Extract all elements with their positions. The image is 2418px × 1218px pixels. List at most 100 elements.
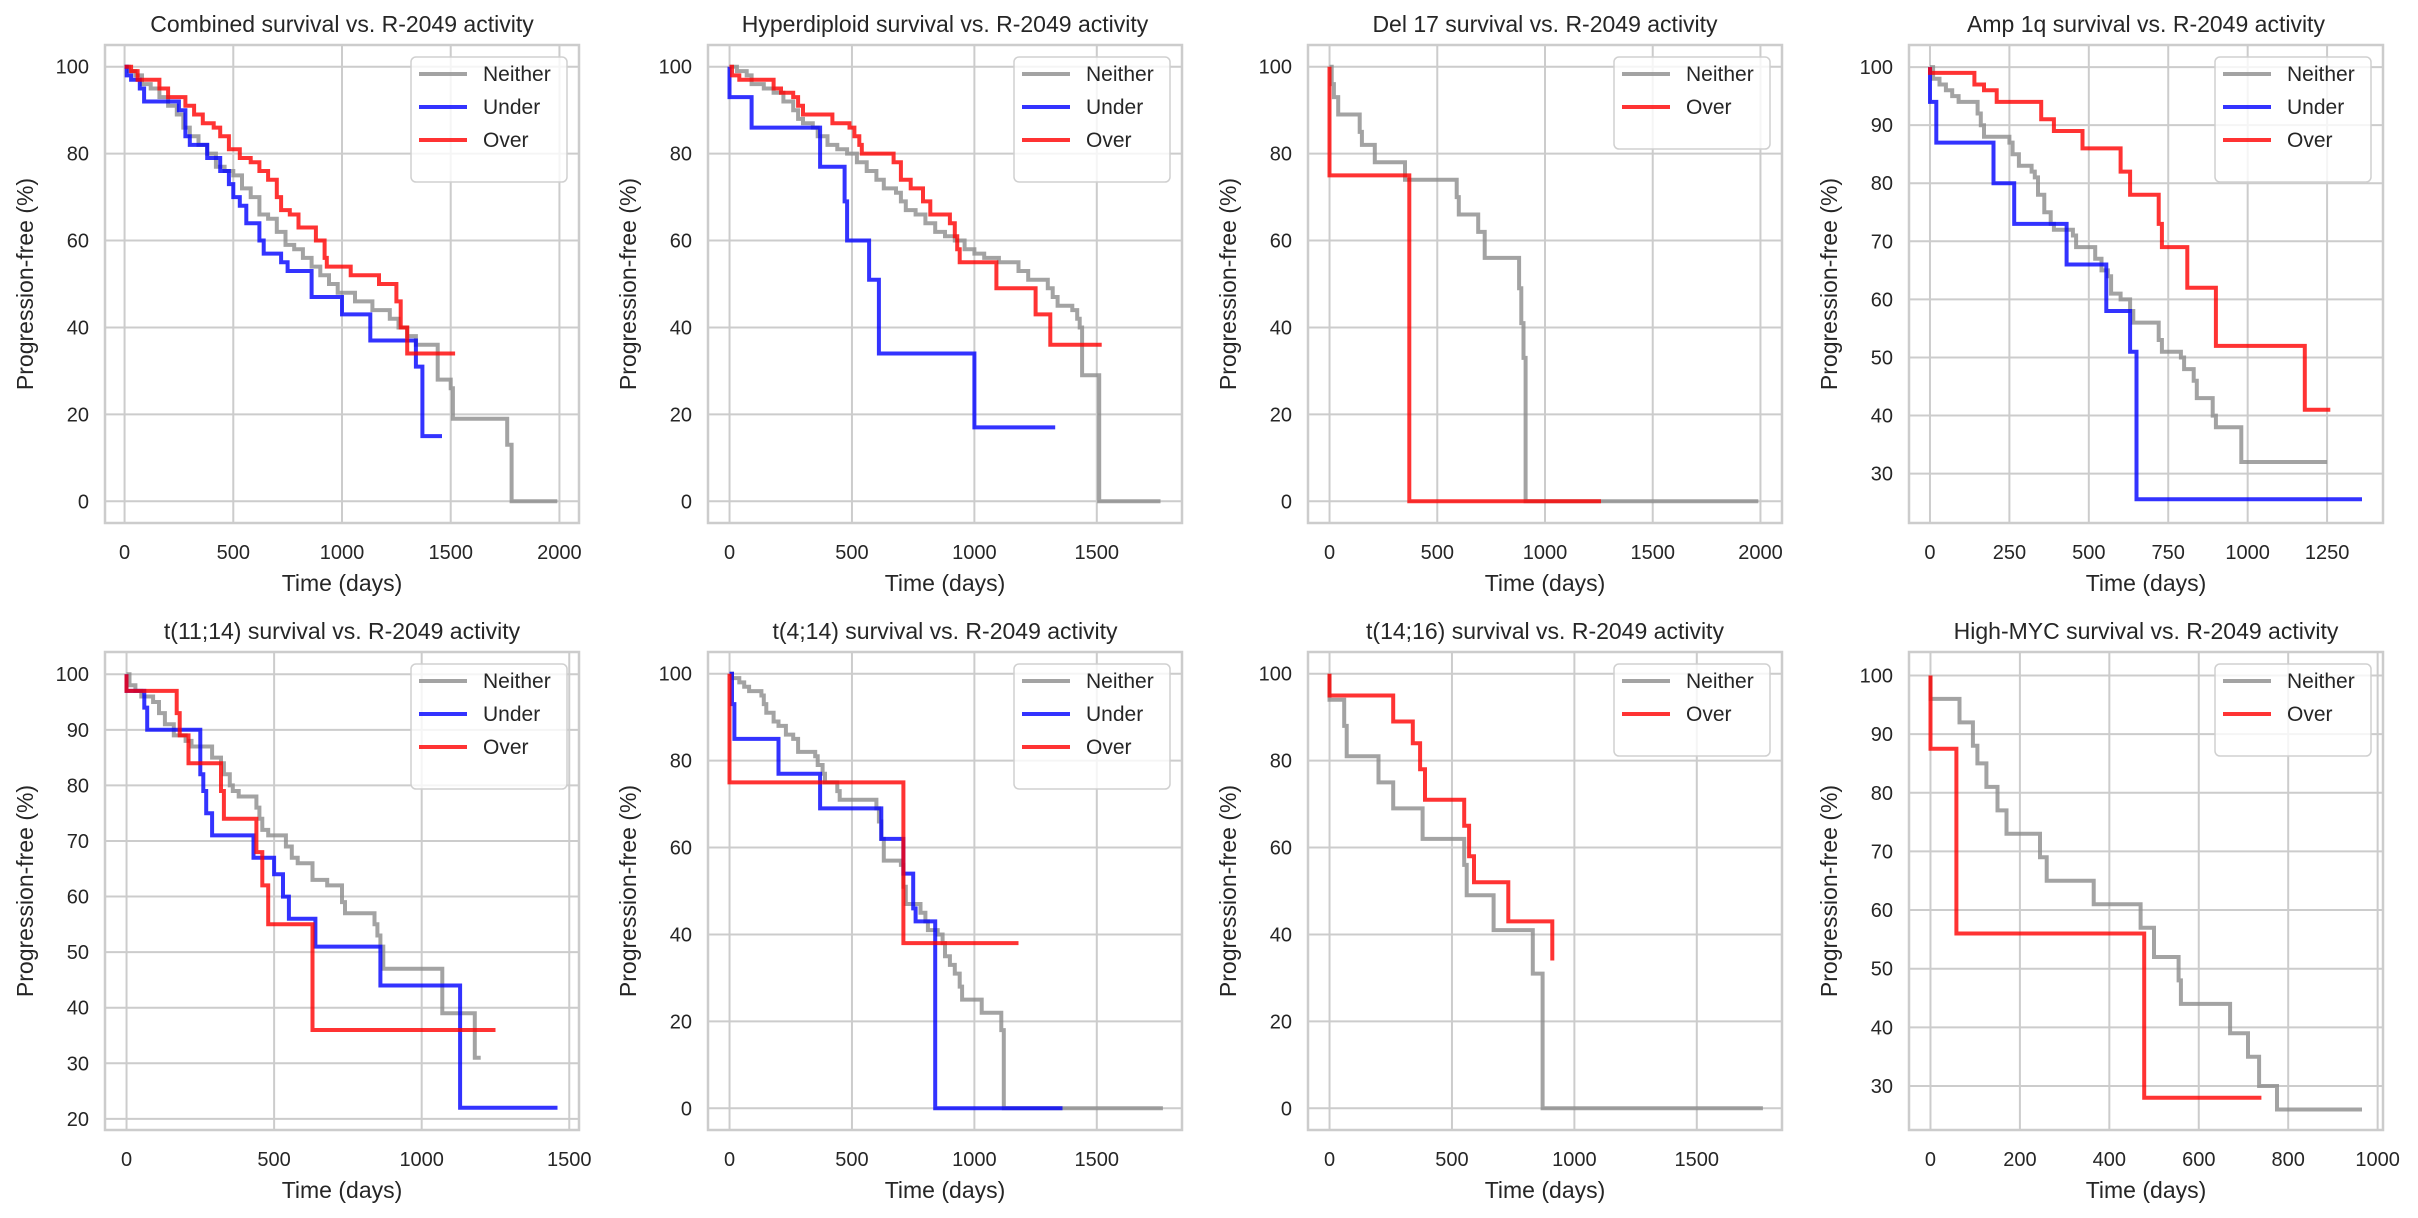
- x-tick-label: 2000: [537, 542, 582, 564]
- legend-label-under: Under: [483, 96, 540, 119]
- x-tick-label: 1500: [428, 542, 473, 564]
- series-line-under: [124, 64, 442, 439]
- y-tick-label: 70: [1871, 841, 1893, 863]
- series-line-neither: [126, 672, 481, 1060]
- y-tick-label: 100: [1860, 57, 1893, 79]
- axes-frame: [103, 43, 581, 525]
- x-axis-label: Time (days): [885, 1177, 1006, 1203]
- y-tick-label: 20: [67, 1109, 89, 1131]
- y-tick-label: 50: [1871, 347, 1893, 369]
- axes-frame: [1306, 650, 1784, 1132]
- legend-label-over: Over: [1086, 736, 1132, 759]
- x-tick-label: 1000: [2225, 542, 2270, 564]
- legend-box: [1013, 663, 1171, 790]
- x-axis-label: Time (days): [885, 570, 1006, 596]
- legend-label-neither: Neither: [1686, 63, 1754, 86]
- x-tick-label: 500: [2072, 542, 2105, 564]
- subplot-1: 0 500 1000 1500 2000 0 20 40 60 80 100 Combined sur…: [12, 11, 582, 596]
- x-tick-label: 0: [1924, 542, 1935, 564]
- x-axis-label: Time (days): [282, 570, 403, 596]
- y-axis-label: Progression-free (%): [615, 785, 641, 997]
- y-tick-label: 70: [1871, 231, 1893, 253]
- x-tick-label: 0: [121, 1149, 132, 1171]
- y-tick-label: 40: [67, 317, 89, 339]
- series-line-under: [727, 66, 1056, 430]
- x-tick-label: 0: [1324, 542, 1335, 564]
- y-tick-label: 80: [67, 144, 89, 166]
- legend-box: [410, 663, 568, 790]
- y-tick-label: 80: [670, 751, 692, 773]
- y-tick-label: 100: [1259, 664, 1292, 686]
- x-tick-label: 1500: [1075, 542, 1120, 564]
- legend-label-neither: Neither: [2287, 670, 2355, 693]
- chart-title: t(14;16) survival vs. R-2049 activity: [1366, 618, 1724, 644]
- x-tick-label: 1000: [952, 542, 997, 564]
- y-tick-label: 80: [1871, 783, 1893, 805]
- x-tick-label: 800: [2272, 1149, 2305, 1171]
- legend-label-neither: Neither: [483, 63, 551, 86]
- x-tick-label: 400: [2093, 1149, 2126, 1171]
- x-tick-label: 0: [119, 542, 130, 564]
- legend: Neither Under Over: [2214, 56, 2372, 183]
- y-tick-label: 60: [670, 838, 692, 860]
- legend-label-over: Over: [483, 736, 529, 759]
- y-tick-label: 20: [67, 404, 89, 426]
- y-tick-label: 20: [1270, 1011, 1292, 1033]
- y-tick-label: 20: [670, 1011, 692, 1033]
- y-axis-label: Progression-free (%): [1816, 178, 1842, 390]
- legend-box: [1613, 56, 1771, 150]
- x-tick-label: 0: [724, 542, 735, 564]
- legend-box: [2214, 56, 2372, 183]
- series-line-neither: [1327, 673, 1763, 1111]
- series-line-neither: [729, 64, 1161, 504]
- y-tick-label: 0: [1281, 1098, 1292, 1120]
- chart-title: Amp 1q survival vs. R-2049 activity: [1967, 11, 2325, 37]
- legend-label-neither: Neither: [2287, 63, 2355, 86]
- y-tick-label: 80: [1270, 144, 1292, 166]
- y-tick-label: 30: [1871, 1076, 1893, 1098]
- x-tick-label: 500: [217, 542, 250, 564]
- series-line-neither: [1928, 675, 2362, 1112]
- x-axis-label: Time (days): [2086, 570, 2207, 596]
- legend: Neither Over: [1613, 663, 1771, 757]
- series-line-under: [1928, 67, 2362, 502]
- legend-label-over: Over: [1686, 703, 1732, 726]
- legend: Neither Under Over: [410, 56, 568, 183]
- legend-label-neither: Neither: [483, 670, 551, 693]
- chart-title: High-MYC survival vs. R-2049 activity: [1954, 618, 2339, 644]
- legend-label-under: Under: [2287, 96, 2344, 119]
- series-line-under: [729, 671, 1063, 1111]
- y-tick-label: 30: [1871, 464, 1893, 486]
- subplot-4: 0 250 500 750 1000 1250 30 40 50 60 70 80 90 100 Amp 1…: [1816, 11, 2385, 596]
- y-axis-label: Progression-free (%): [1215, 785, 1241, 997]
- x-tick-label: 2000: [1738, 542, 1783, 564]
- y-tick-label: 90: [1871, 724, 1893, 746]
- x-axis-label: Time (days): [2086, 1177, 2207, 1203]
- y-tick-label: 80: [67, 775, 89, 797]
- axes-frame: [1907, 650, 2385, 1132]
- legend-box: [1013, 56, 1171, 183]
- legend: Neither Under Over: [1013, 56, 1171, 183]
- x-tick-label: 250: [1993, 542, 2026, 564]
- x-tick-label: 1500: [1675, 1149, 1720, 1171]
- y-tick-label: 60: [1270, 838, 1292, 860]
- legend-label-over: Over: [2287, 129, 2333, 152]
- x-tick-label: 500: [1421, 542, 1454, 564]
- axes-frame: [103, 650, 581, 1132]
- legend-box: [2214, 663, 2372, 757]
- y-tick-label: 30: [67, 1053, 89, 1075]
- x-tick-label: 1500: [1630, 542, 1675, 564]
- legend-label-neither: Neither: [1686, 670, 1754, 693]
- y-tick-label: 40: [1871, 406, 1893, 428]
- series-line-over: [124, 674, 496, 1032]
- series-line-over: [729, 64, 1102, 347]
- y-tick-label: 60: [1871, 289, 1893, 311]
- y-tick-label: 20: [670, 404, 692, 426]
- y-tick-label: 0: [1281, 491, 1292, 513]
- y-tick-label: 100: [1259, 57, 1292, 79]
- legend-box: [410, 56, 568, 183]
- x-tick-label: 500: [835, 1149, 868, 1171]
- x-tick-label: 500: [835, 542, 868, 564]
- subplot-5: 0 500 1000 1500 20 30 40 50 60 70 80 90 100 t(11;14) …: [12, 618, 592, 1203]
- y-axis-label: Progression-free (%): [12, 178, 38, 390]
